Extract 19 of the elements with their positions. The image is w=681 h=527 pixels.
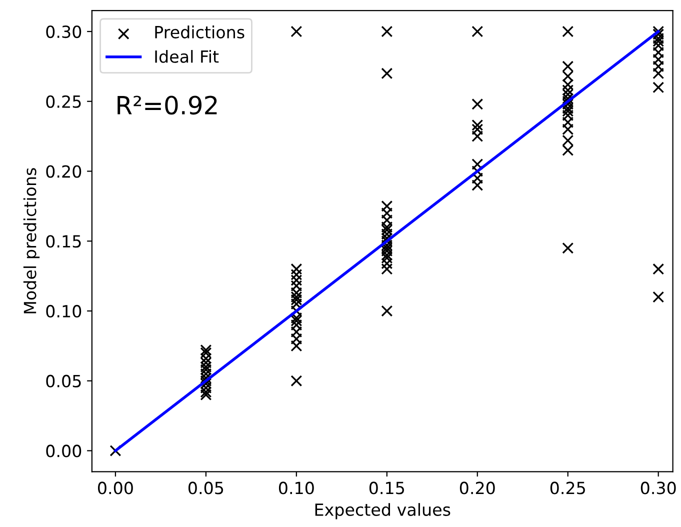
x-tick-label: 0.20 [460,482,495,494]
y-tick-label: 0.20 [46,165,82,178]
x-tick-label: 0.15 [369,482,404,494]
legend-label: Predictions [155,26,244,38]
y-tick-label: 0.30 [46,25,82,38]
y-axis-title: Model predictions [23,168,40,314]
x-tick-label: 0.10 [278,482,314,494]
x-tick-label: 0.00 [98,482,133,494]
y-tick-label: 0.00 [46,444,82,458]
x-tick-label: 0.25 [550,482,585,494]
x-tick-label: 0.05 [188,482,224,494]
annotation: R²=0.92 [118,96,217,115]
legend-label: Ideal Fit [155,50,219,63]
y-tick-label: 0.15 [46,235,81,248]
x-tick-label: 0.30 [640,482,676,494]
y-tick-label: 0.05 [46,374,81,388]
x-axis-title: Expected values [315,503,450,520]
y-tick-label: 0.10 [46,304,82,318]
y-tick-label: 0.25 [46,95,81,108]
